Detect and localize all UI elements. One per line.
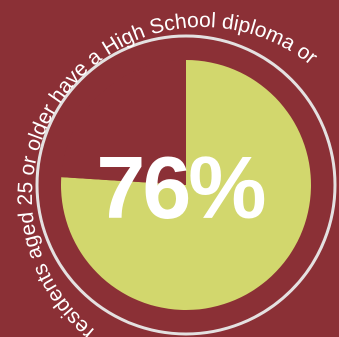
percentage-label: 76% — [96, 138, 264, 237]
pie-slice-remaining — [61, 60, 186, 185]
pie-slice-filled — [61, 60, 312, 310]
pie-slices — [61, 60, 312, 310]
outer-ring — [35, 34, 337, 336]
